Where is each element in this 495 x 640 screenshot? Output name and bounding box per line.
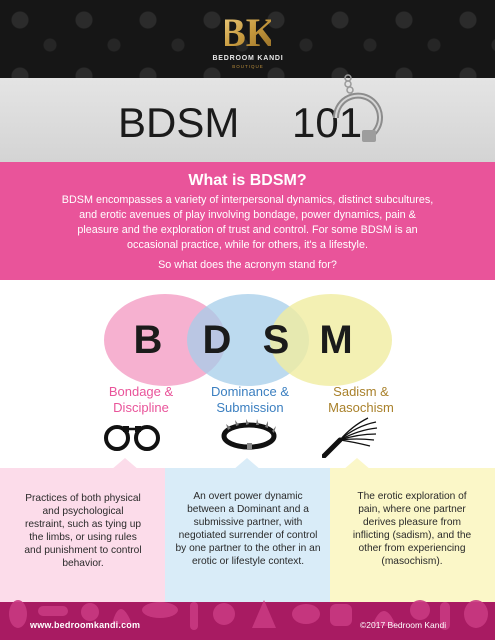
flogger-icon (322, 417, 378, 458)
handcuff-ring-icon (332, 74, 383, 142)
label-line: Dominance & (210, 384, 290, 399)
intro-paragraph: BDSM encompasses a variety of interperso… (61, 194, 434, 251)
description-dominance: An overt power dynamic between a Dominan… (175, 491, 321, 567)
label-dominance-submission: Dominance & Submission (190, 384, 310, 416)
toy-pattern-icon (9, 600, 488, 630)
panel-pointer (111, 458, 139, 470)
label-sadism-masochism: Sadism & Masochism (301, 384, 421, 416)
venn-circle-yellow (270, 294, 392, 386)
label-line: Submission (216, 400, 284, 415)
handcuffs-icon (104, 425, 160, 451)
page-title-number: 101 (292, 99, 363, 146)
footer-copyright: ©2017 Bedroom Kandi (360, 620, 447, 630)
label-line: Masochism (328, 400, 394, 415)
acronym-letter-b: B (133, 318, 163, 362)
description-panel-sm (330, 468, 495, 602)
acronym-letter-s: S (262, 318, 290, 362)
panel-pointer (233, 458, 261, 470)
description-panel-ds (165, 468, 330, 602)
acronym-question: So what does the acronym stand for? (158, 259, 337, 271)
brand-tagline: BOUTIQUE (232, 64, 264, 69)
section-heading: What is BDSM? (188, 172, 307, 189)
brand-logo-icon: BK (225, 10, 271, 52)
description-panel-bd (0, 468, 165, 602)
description-sadism: The erotic exploration of pain, where on… (352, 491, 472, 567)
label-line: Discipline (113, 400, 169, 415)
logo-monogram: BK (225, 10, 271, 52)
brand-name: BEDROOM KANDI (212, 55, 284, 62)
intro-band (0, 162, 495, 280)
label-bondage-discipline: Bondage & Discipline (81, 384, 201, 416)
acronym-letter-d: D (202, 318, 232, 362)
description-bondage: Practices of both physical and psycholog… (24, 493, 142, 569)
header-banner (0, 0, 495, 78)
panel-pointer (343, 458, 371, 470)
acronym-letter-m: M (319, 318, 353, 362)
collar-icon (221, 419, 277, 450)
title-band (0, 78, 495, 162)
footer-website-link[interactable]: www.bedroomkandi.com (30, 620, 141, 630)
page-title: BDSM (118, 99, 240, 146)
label-line: Bondage & (108, 384, 174, 399)
label-line: Sadism & (333, 384, 389, 399)
